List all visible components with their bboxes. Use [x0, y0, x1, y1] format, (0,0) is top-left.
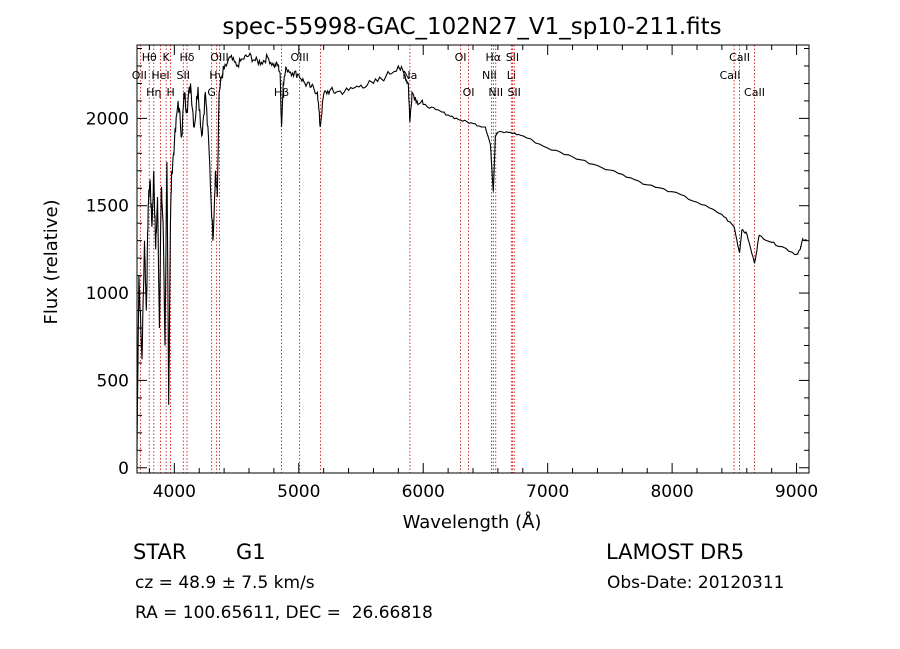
marker-label-23-0: CaII: [720, 69, 741, 82]
coordinates: RA = 100.65611, DEC = 26.66818: [135, 603, 433, 623]
marker-label-5-0: H: [166, 86, 174, 99]
marker-label-15-0: OI: [455, 51, 467, 64]
marker-label-12-0: OIII: [290, 51, 308, 64]
survey-name: LAMOST DR5: [606, 540, 745, 564]
marker-label-20-0: Li: [507, 69, 516, 82]
observation-date: Obs-Date: 20120311: [607, 573, 785, 593]
y-tick-label-1000: 1000: [86, 284, 129, 304]
marker-label-14-0: Na: [402, 69, 417, 82]
marker-label-3-0: HeI: [151, 69, 169, 82]
marker-label-17-0: NII: [482, 69, 497, 82]
marker-label-18-0: Hα: [486, 51, 502, 64]
redshift-velocity: cz = 48.9 ± 7.5 km/s: [135, 573, 315, 593]
marker-label-24-0: CaII: [729, 51, 750, 64]
marker-label-10-0: OIII: [210, 51, 228, 64]
x-tick-label-4000: 4000: [153, 482, 196, 502]
marker-label-0-0: OII: [132, 69, 147, 82]
marker-label-8-0: G: [207, 86, 216, 99]
x-tick-label-6000: 6000: [402, 482, 445, 502]
spectrum-line: [136, 52, 807, 451]
marker-label-21-0: SII: [506, 51, 519, 64]
y-tick-label-1500: 1500: [86, 197, 129, 217]
y-axis-label: Flux (relative): [41, 199, 62, 324]
marker-label-6-0: SII: [177, 69, 190, 82]
axis-ticks: 4000 5000 6000 7000 8000 9000 0 500 1000 1500 2000: [86, 45, 818, 502]
marker-label-25-0: CaII: [744, 86, 765, 99]
x-tick-label-7000: 7000: [526, 482, 569, 502]
marker-label-1-0: Hθ: [142, 51, 157, 64]
x-tick-label-5000: 5000: [277, 482, 320, 502]
marker-label-16-0: OI: [463, 86, 475, 99]
x-axis-label: Wavelength (Å): [403, 511, 542, 533]
spectral-line-markers: OIIHθHηHeIKHSIIHδGHγOIIIHβOIIINaOIOINIIH…: [132, 45, 765, 473]
marker-label-2-0: Hη: [146, 86, 161, 99]
marker-label-19-0: NII: [488, 86, 503, 99]
y-tick-label-500: 500: [97, 371, 129, 391]
plot-frame: [136, 44, 810, 474]
object-class: STAR: [133, 540, 187, 564]
marker-label-22-0: SII: [507, 86, 520, 99]
x-tick-label-9000: 9000: [775, 482, 818, 502]
marker-label-4-0: K: [163, 51, 171, 64]
marker-label-11-0: Hβ: [274, 86, 289, 99]
y-tick-label-2000: 2000: [86, 109, 129, 129]
object-subclass: G1: [236, 540, 266, 564]
y-tick-label-0: 0: [118, 459, 129, 479]
chart-title: spec-55998-GAC_102N27_V1_sp10-211.fits: [222, 14, 721, 40]
marker-label-7-0: Hδ: [180, 51, 195, 64]
x-tick-label-8000: 8000: [650, 482, 693, 502]
